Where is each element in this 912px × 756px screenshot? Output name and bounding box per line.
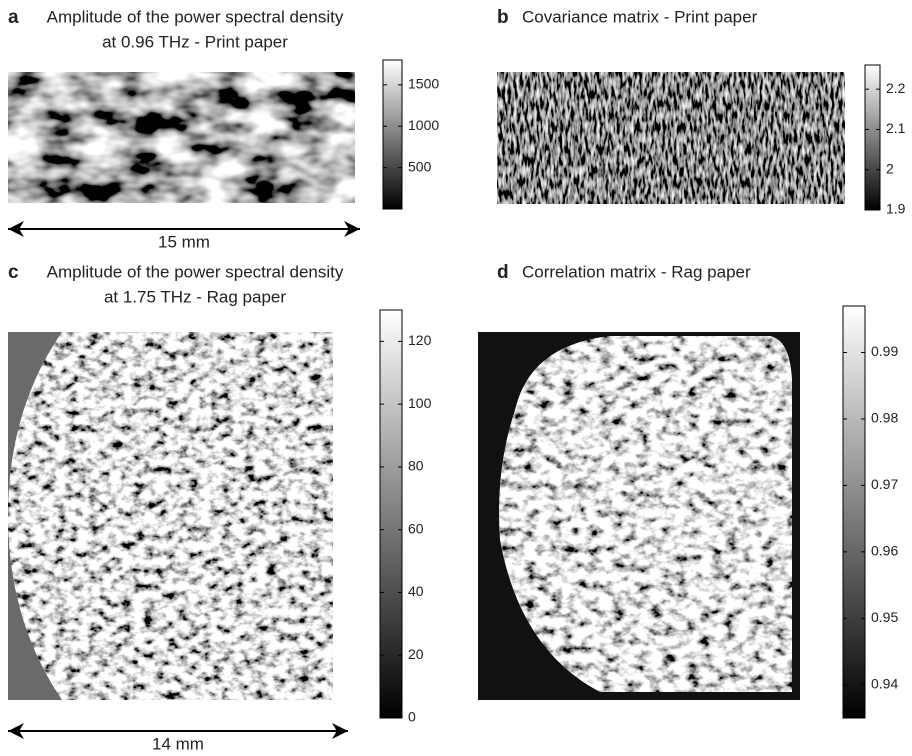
image-b	[497, 72, 845, 204]
colorbar-tick-label: 0	[408, 709, 416, 725]
panel-title: Amplitude of the power spectral density	[47, 7, 344, 26]
colorbar-tick-label: 0.96	[871, 543, 898, 559]
colorbar-tick-label: 1500	[408, 76, 439, 92]
panel-letter: b	[497, 7, 509, 28]
colorbar-tick-label: 0.99	[871, 343, 898, 359]
colorbar	[843, 306, 865, 718]
colorbar-tick-label: 100	[408, 395, 432, 411]
colorbar	[865, 65, 880, 210]
panel-title: Amplitude of the power spectral density	[47, 262, 344, 281]
colorbar	[383, 60, 402, 209]
scale-bar-label: 14 mm	[152, 734, 204, 753]
colorbar-tick-label: 0.97	[871, 476, 898, 492]
panel-letter: c	[8, 262, 19, 283]
panel-letter: a	[8, 7, 19, 28]
colorbar-tick-label: 20	[408, 646, 424, 662]
colorbar-tick-label: 120	[408, 332, 432, 348]
colorbar-tick-label: 0.98	[871, 410, 898, 426]
panel-title: Correlation matrix - Rag paper	[522, 262, 751, 281]
colorbar-tick-label: 1.9	[886, 201, 906, 217]
colorbar-tick-label: 2.1	[886, 120, 906, 136]
colorbar-tick-label: 1000	[408, 117, 439, 133]
colorbar-tick-label: 0.95	[871, 609, 898, 625]
panel-title: Covariance matrix - Print paper	[522, 7, 758, 26]
image-c	[8, 332, 333, 700]
colorbar-tick-label: 80	[408, 458, 424, 474]
colorbar-tick-label: 2	[886, 160, 894, 176]
panel-title: at 0.96 THz - Print paper	[102, 32, 288, 51]
image-a	[8, 72, 355, 203]
colorbar-tick-label: 500	[408, 158, 432, 174]
figure: a Amplitude of the power spectral density…	[0, 0, 912, 756]
colorbar-tick-label: 0.94	[871, 675, 898, 691]
colorbar-tick-label: 40	[408, 583, 424, 599]
panel-letter: d	[497, 262, 509, 283]
panel-title: at 1.75 THz - Rag paper	[104, 287, 286, 306]
scale-bar-label: 15 mm	[158, 232, 210, 251]
colorbar	[380, 310, 402, 718]
colorbar-tick-label: 60	[408, 520, 424, 536]
colorbar-tick-label: 2.2	[886, 80, 906, 96]
